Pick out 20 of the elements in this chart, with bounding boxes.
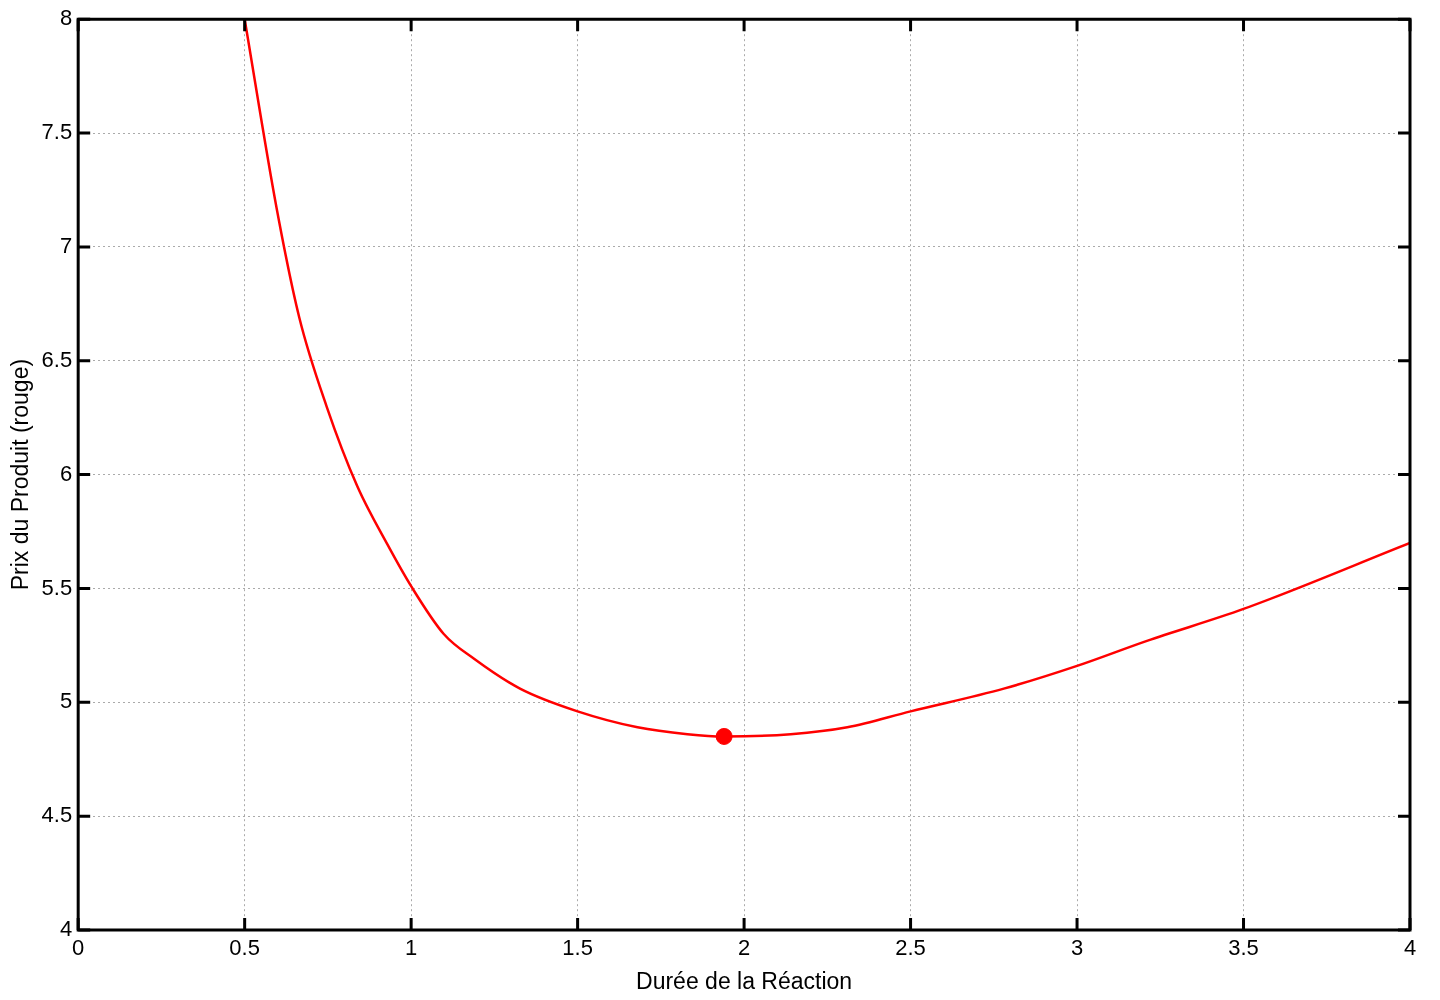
y-axis-title: Prix du Produit (rouge) <box>7 358 34 591</box>
y-tick-label: 5 <box>59 688 73 714</box>
x-tick-label: 3 <box>1070 935 1084 961</box>
x-tick-label: 1 <box>405 935 418 961</box>
x-tick-label: 3.5 <box>1228 935 1259 961</box>
y-tick-label: 8 <box>59 5 73 31</box>
x-tick-label: 2.5 <box>895 935 926 961</box>
y-tick-label: 4 <box>59 916 73 942</box>
x-tick-label: 0 <box>72 935 85 961</box>
y-tick-label: 6.5 <box>41 346 73 372</box>
y-tick-label: 7.5 <box>41 119 73 145</box>
x-tick-label: 4 <box>1403 935 1417 961</box>
y-tick-label: 7 <box>59 232 73 258</box>
y-tick-label: 6 <box>59 460 73 486</box>
x-tick-label: 1.5 <box>562 935 593 961</box>
y-tick-label: 4.5 <box>41 802 73 828</box>
x-tick-label: 0.5 <box>229 935 260 961</box>
x-tick-label: 2 <box>737 935 751 961</box>
y-tick-label: 5.5 <box>41 574 73 600</box>
x-axis-title: Durée de la Réaction <box>636 967 853 994</box>
